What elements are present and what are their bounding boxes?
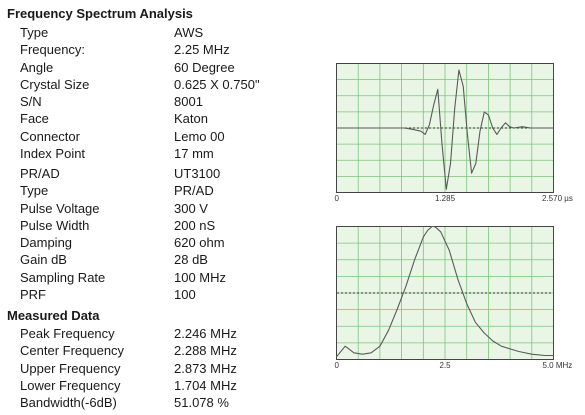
info-row: Gain dB 28 dB: [20, 251, 290, 268]
row-label: Connector: [20, 128, 80, 144]
waveform-plot: [336, 63, 554, 193]
info-row: Lower Frequency 1.704 MHz: [20, 377, 290, 394]
row-label: Pulse Width: [20, 217, 90, 233]
row-value: 60 Degree: [174, 59, 235, 75]
x-tick-label: 0: [334, 194, 339, 203]
row-label: Frequency:: [20, 42, 86, 58]
row-label: Peak Frequency: [20, 326, 115, 341]
info-row: Index Point 17 mm: [20, 145, 290, 162]
row-label: Damping: [20, 235, 73, 251]
row-label: S/N: [20, 94, 42, 110]
series-line: [336, 226, 554, 358]
info-row: Crystal Size 0.625 X 0.750": [20, 76, 290, 93]
info-row: Upper Frequency 2.873 MHz: [20, 360, 290, 377]
row-label: PR/AD: [20, 166, 60, 181]
page-title: Frequency Spectrum Analysis: [7, 6, 193, 21]
x-tick-label: 0: [334, 361, 339, 370]
info-row: Pulse Width 200 nS: [20, 217, 290, 234]
row-value: Lemo 00: [174, 128, 225, 144]
row-label: Upper Frequency: [20, 360, 121, 376]
row-label: Sampling Rate: [20, 269, 106, 285]
row-label: Index Point: [20, 146, 86, 162]
row-value: 0.625 X 0.750": [174, 76, 260, 92]
row-value: 620 ohm: [174, 235, 225, 251]
spectrum-x-ticks: 0 2.5 5.0 MHz: [334, 360, 573, 372]
x-tick-label: 2.5: [439, 361, 451, 370]
spectrum-plot: [336, 226, 554, 360]
row-value: 51.078 %: [174, 395, 229, 411]
row-label: Face: [20, 111, 49, 127]
info-row: PR/AD UT3100: [20, 165, 290, 182]
waveform-chart: 0 1.285 2.570 µs: [334, 63, 573, 205]
info-row: Bandwidth(-6dB) 51.078 %: [20, 394, 290, 411]
info-row: PRF 100: [20, 286, 290, 303]
row-value: 100: [174, 287, 196, 303]
row-value: PR/AD: [174, 183, 214, 199]
info-row: Angle 60 Degree: [20, 59, 290, 76]
row-label: Pulse Voltage: [20, 200, 100, 216]
info-row: Connector Lemo 00: [20, 128, 290, 145]
waveform-x-ticks: 0 1.285 2.570 µs: [334, 193, 573, 205]
row-label: PRF: [20, 287, 46, 303]
row-value: 2.246 MHz: [174, 326, 237, 341]
measured-data-list: Peak Frequency 2.246 MHz Center Frequency…: [20, 325, 290, 411]
row-value: 17 mm: [174, 146, 214, 162]
row-value: 200 nS: [174, 217, 216, 233]
series-line: [336, 69, 554, 190]
row-value: 2.25 MHz: [174, 42, 230, 58]
x-tick-label: 1.285: [435, 194, 456, 203]
x-tick-label: 5.0 MHz: [542, 361, 573, 370]
row-value: 2.873 MHz: [174, 360, 237, 376]
row-value: 1.704 MHz: [174, 377, 237, 393]
row-value: 2.288 MHz: [174, 343, 237, 359]
spectrum-chart: 0 2.5 5.0 MHz: [334, 226, 573, 372]
info-row: Sampling Rate 100 MHz: [20, 269, 290, 286]
measured-data-title: Measured Data: [7, 308, 100, 323]
row-value: 300 V: [174, 200, 208, 216]
info-row: S/N 8001: [20, 93, 290, 110]
row-label: Bandwidth(-6dB): [20, 395, 117, 411]
row-value: 8001: [174, 94, 203, 110]
row-value: 100 MHz: [174, 269, 227, 285]
probe-info-list: Type AWS Frequency: 2.25 MHz Angle 60 Degre…: [20, 24, 290, 162]
info-row: Peak Frequency 2.246 MHz: [20, 325, 290, 342]
row-label: Crystal Size: [20, 76, 90, 92]
row-value: UT3100: [174, 166, 221, 181]
row-value: Katon: [174, 111, 208, 127]
info-row: Pulse Voltage 300 V: [20, 200, 290, 217]
row-label: Lower Frequency: [20, 377, 121, 393]
info-row: Type PR/AD: [20, 182, 290, 199]
row-label: Type: [20, 25, 49, 40]
row-label: Center Frequency: [20, 343, 125, 359]
info-row: Type AWS: [20, 24, 290, 41]
row-value: AWS: [174, 25, 204, 40]
info-row: Frequency: 2.25 MHz: [20, 41, 290, 58]
row-label: Gain dB: [20, 252, 67, 268]
info-row: Damping 620 ohm: [20, 234, 290, 251]
instrument-info-list: PR/AD UT3100 Type PR/AD Pulse Voltage 300 V…: [20, 165, 290, 303]
row-label: Angle: [20, 59, 54, 75]
x-tick-label: 2.570 µs: [542, 194, 573, 203]
info-row: Center Frequency 2.288 MHz: [20, 342, 290, 359]
info-row: Face Katon: [20, 110, 290, 127]
row-value: 28 dB: [174, 252, 208, 268]
row-label: Type: [20, 183, 49, 199]
